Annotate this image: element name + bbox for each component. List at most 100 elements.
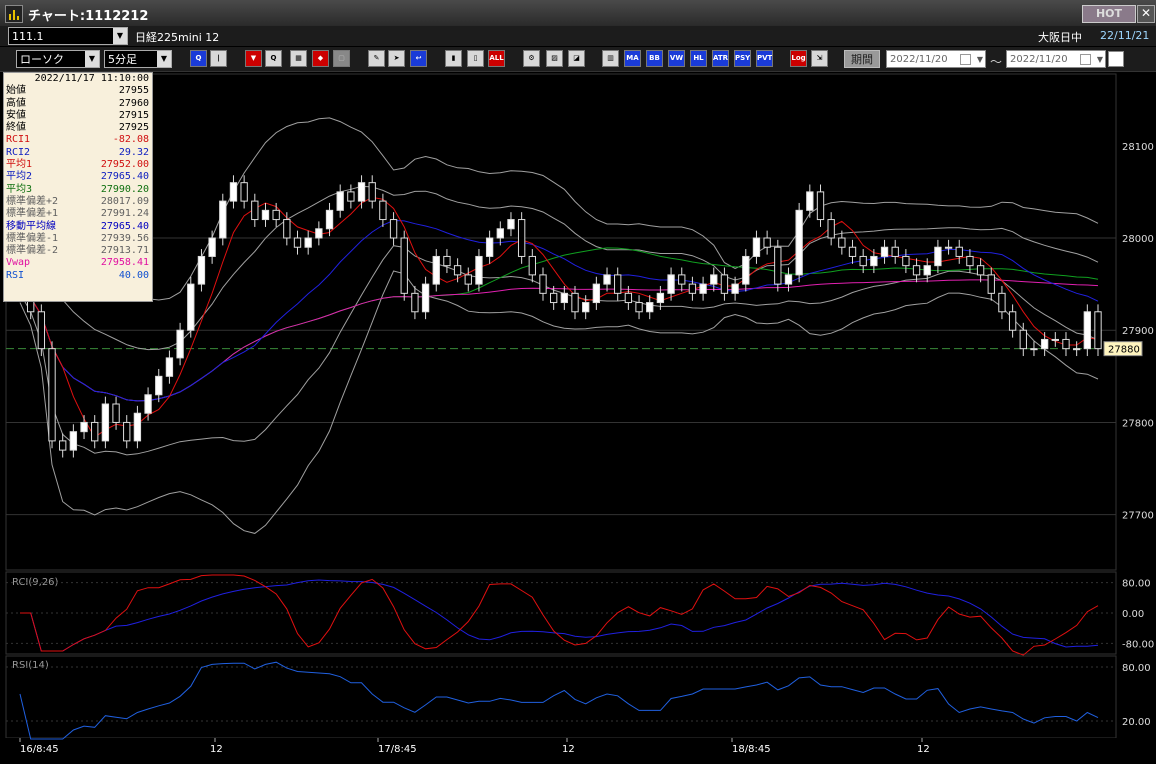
interval-select[interactable]: 5分足 ▼ (104, 50, 172, 68)
info-label: 平均1 (6, 159, 33, 171)
info-row: RCI2 29.32 (4, 147, 152, 159)
candle-body (635, 302, 643, 313)
candle-body (1051, 338, 1059, 341)
candle-body (1040, 338, 1049, 350)
candle-body (1062, 338, 1070, 350)
candle-body (614, 274, 622, 294)
price-tick: 27900 (1122, 326, 1154, 337)
chevron-down-icon[interactable]: ▼ (976, 55, 983, 64)
toolbar-draw-icon[interactable]: ▦ (290, 50, 307, 67)
chevron-down-icon[interactable]: ▼ (1096, 55, 1103, 64)
candle-body (667, 274, 675, 294)
candle-body (934, 246, 942, 267)
toolbar-palette-icon[interactable]: ↩ (410, 50, 427, 67)
candle-body (123, 421, 131, 442)
candle-body (870, 255, 878, 267)
candle-body (1030, 348, 1038, 351)
candle-body (923, 265, 931, 276)
info-label: RCI1 (6, 134, 31, 146)
toolbar-VWAP-icon[interactable]: ▨ (546, 50, 563, 67)
close-button[interactable]: ✕ (1137, 5, 1155, 23)
toolbar-candles-icon[interactable]: ▢ (333, 50, 350, 67)
candle-body (859, 255, 867, 267)
chart-type-select[interactable]: ローソク ▼ (16, 50, 100, 68)
candle-body (229, 182, 238, 202)
candle-body (389, 219, 398, 239)
info-value: 27960 (118, 97, 149, 109)
rci2-line (20, 579, 1099, 652)
candle-body (69, 431, 78, 451)
info-row: 始値 27955 (4, 85, 152, 97)
toolbar-pencil-icon[interactable]: ▼ (245, 50, 262, 67)
toolbar-zoom-in-icon[interactable]: Q (190, 50, 207, 67)
candle-body (357, 182, 366, 202)
rci1-line (20, 574, 1099, 656)
info-label: 平均2 (6, 171, 33, 183)
date-from-field[interactable]: 2022/11/20 ▼ (886, 50, 986, 68)
calendar-icon[interactable] (960, 54, 971, 65)
toolbar-ATR-icon[interactable]: ▥ (602, 50, 619, 67)
candle-body (37, 311, 46, 350)
toolbar-export-icon[interactable]: HL (690, 50, 707, 67)
candle-body (379, 200, 387, 221)
info-label: 標準偏差-1 (6, 232, 59, 244)
chart-area[interactable]: 28100 27900 27800 27700 28000 27880 RCI(9,26) 8… (0, 72, 1156, 760)
toolbar-BB-icon[interactable]: ⚙ (523, 50, 540, 67)
toolbar-cursor-icon[interactable]: Q (265, 50, 282, 67)
price-tick: 27800 (1122, 418, 1154, 429)
period-button[interactable]: 期間 (844, 50, 880, 68)
toolbar-tool-24-icon[interactable]: Log (790, 50, 807, 67)
hot-button[interactable]: HOT (1082, 5, 1136, 23)
candle-body (880, 246, 889, 257)
rsi-tick: 80.00 (1122, 663, 1151, 674)
candle-body (848, 246, 857, 257)
info-row: RCI1 -82.08 (4, 134, 152, 146)
rsi-tick: 20.00 (1122, 717, 1151, 728)
info-row: 標準偏差+2 28017.09 (4, 196, 152, 208)
toolbar-color-icon[interactable]: ▮ (445, 50, 462, 67)
toolbar-Log-icon[interactable]: VW (668, 50, 685, 67)
candle-body (251, 200, 259, 221)
info-label: 平均3 (6, 183, 33, 195)
chart-svg[interactable]: 28100 27900 27800 27700 28000 27880 RCI(9,26) 8… (0, 72, 1156, 760)
toolbar-HL-icon[interactable]: ◪ (568, 50, 585, 67)
candle-body (1094, 311, 1102, 350)
candle-body (774, 246, 782, 285)
info-row: 標準偏差+1 27991.24 (4, 208, 152, 220)
info-label: 終値 (6, 122, 26, 134)
price-tick: 28000 (1122, 234, 1154, 245)
code-select[interactable]: 111.1 ▼ (8, 27, 128, 45)
toolbar-zoom-out-icon[interactable]: ∣ (210, 50, 227, 67)
info-value: 27958.41 (100, 257, 149, 269)
date-to-value: 2022/11/20 (1010, 54, 1068, 65)
calendar-icon[interactable] (1080, 54, 1091, 65)
candle-body (165, 357, 174, 377)
candle-body (261, 209, 270, 221)
toolbar-PSY-icon[interactable]: MA (624, 50, 641, 67)
candle-body (283, 219, 291, 239)
toolbar-tool-25-icon[interactable]: ⇲ (811, 50, 828, 67)
toolbar-bars-icon[interactable]: ◆ (312, 50, 329, 67)
toolbar-tool-22-icon[interactable]: PSY (734, 50, 751, 67)
ma2-line (19, 219, 1099, 402)
toolbar-ALL-icon[interactable]: ✎ (368, 50, 385, 67)
toolbar-indicator-icon[interactable]: ▯ (467, 50, 484, 67)
toolbar-MA-icon[interactable]: ALL (488, 50, 505, 67)
candle-body (112, 403, 120, 423)
date-to-field[interactable]: 2022/11/20 ▼ (1006, 50, 1106, 68)
candle-body (453, 265, 462, 276)
toolbar-PVT-icon[interactable]: BB (646, 50, 663, 67)
candle-body (507, 219, 515, 230)
range-checkbox[interactable] (1108, 51, 1124, 67)
toolbar-tool-21-icon[interactable]: ATR (712, 50, 729, 67)
rci-tick: 80.00 (1122, 579, 1151, 590)
candle-body (806, 191, 814, 211)
candle-body (464, 274, 472, 285)
candle-body (347, 191, 355, 202)
candle-body (560, 292, 569, 304)
toolbar-tool-23-icon[interactable]: PVT (756, 50, 773, 67)
info-label: 高値 (6, 97, 26, 109)
info-row: 移動平均線 27965.40 (4, 221, 152, 233)
toolbar-settings-icon[interactable]: ➤ (388, 50, 405, 67)
bollinger-upper1 (19, 185, 1099, 351)
